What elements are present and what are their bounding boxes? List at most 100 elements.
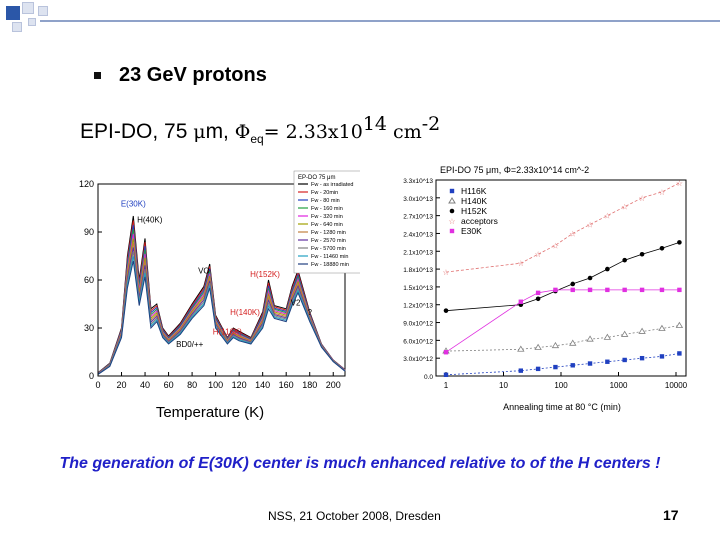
chart1-legend-label: Fw - 11460 min bbox=[311, 254, 349, 260]
chart1-annotation: V2 bbox=[291, 299, 301, 308]
chart2-point bbox=[605, 359, 610, 364]
chart2-point: ☆ bbox=[604, 212, 611, 221]
chart1-x-tick-label: 20 bbox=[117, 380, 127, 390]
chart2-point bbox=[620, 330, 629, 337]
chart2-point bbox=[659, 246, 665, 251]
bullet-text: 23 GeV protons bbox=[119, 64, 267, 86]
chart2-y-tick-label: 3.0x10^12 bbox=[403, 356, 433, 363]
chart2-point bbox=[570, 287, 575, 293]
chart2-point bbox=[622, 357, 627, 363]
chart1-annotation: H(152K) bbox=[250, 270, 280, 279]
chart1-x-tick-label: 40 bbox=[140, 380, 150, 390]
page-number: 17 bbox=[663, 507, 679, 523]
chart2-point bbox=[677, 351, 682, 356]
chart2-point bbox=[659, 287, 665, 293]
chart2-y-tick-label: 1.8x10^13 bbox=[403, 267, 433, 274]
chart1-x-tick-label: 200 bbox=[326, 380, 341, 390]
chart2-point: ☆ bbox=[442, 268, 449, 277]
chart2-title: EPI-DO 75 μm, Φ=2.33x10^14 cm^-2 bbox=[440, 165, 589, 175]
chart2-point bbox=[518, 368, 524, 373]
chart2-x-tick-label: 1 bbox=[444, 381, 449, 390]
chart2-point bbox=[551, 341, 560, 349]
chart2-point bbox=[517, 345, 525, 352]
tsc-spectra-chart: 0 20 40 60 80 100 120 140 160 180 200 0 30 60 90 120 E(… bbox=[79, 170, 360, 421]
chart2-legend-marker bbox=[449, 228, 455, 234]
chart2-point bbox=[553, 287, 558, 293]
chart2-point bbox=[587, 287, 593, 293]
chart2-y-tick-label: 0.0 bbox=[424, 374, 433, 381]
chart1-y-tick-label: 60 bbox=[84, 275, 94, 285]
chart2-point bbox=[534, 343, 542, 350]
annealing-chart: EPI-DO 75 μm, Φ=2.33x10^14 cm^-2 1 10 100 1… bbox=[403, 165, 687, 412]
decor-square bbox=[22, 2, 34, 14]
chart1-legend-label: Fw - 160 min bbox=[311, 206, 343, 212]
chart2-point bbox=[605, 266, 610, 272]
chart1-legend-label: Fw - 640 min bbox=[311, 222, 343, 228]
chart2-point bbox=[569, 339, 577, 346]
chart2-point bbox=[535, 296, 541, 302]
chart2-point bbox=[603, 333, 612, 340]
chart1-x-tick-label: 60 bbox=[164, 380, 174, 390]
chart2-legend-label: acceptors bbox=[461, 216, 498, 226]
chart2-point bbox=[675, 321, 684, 328]
chart2-point bbox=[658, 324, 666, 331]
chart2-x-tick-label: 1000 bbox=[610, 381, 628, 390]
chart2-legend-label: H140K bbox=[461, 196, 487, 206]
chart2-point bbox=[639, 251, 645, 257]
chart2-legend-label: H152K bbox=[461, 206, 487, 216]
chart2-point: ☆ bbox=[517, 259, 524, 268]
chart2-point bbox=[622, 287, 627, 293]
chart1-legend-label: Fw - 2570 min bbox=[311, 238, 346, 244]
chart2-point bbox=[639, 287, 645, 293]
decor-square bbox=[38, 6, 48, 16]
footer-text: NSS, 21 October 2008, Dresden bbox=[268, 509, 441, 523]
chart1-legend-label: Fw - 18880 min bbox=[311, 262, 349, 268]
chart2-legend-marker: ☆ bbox=[448, 217, 455, 226]
chart2-point bbox=[570, 363, 575, 368]
chart1-legend-title: EP-DO 75 μm bbox=[298, 175, 335, 181]
title-divider bbox=[40, 20, 720, 22]
chart2-point bbox=[622, 257, 627, 263]
chart2-series-line bbox=[445, 182, 680, 273]
chart2-x-tick-label: 100 bbox=[554, 381, 568, 390]
chart2-point bbox=[605, 287, 610, 293]
chart2-point: ☆ bbox=[638, 194, 645, 203]
chart2-point bbox=[677, 240, 682, 245]
chart1-x-tick-label: 0 bbox=[95, 380, 100, 390]
chart1-x-tick-label: 140 bbox=[255, 380, 270, 390]
chart2-point bbox=[535, 290, 541, 296]
chart1-y-tick-label: 120 bbox=[79, 179, 94, 189]
chart2-point bbox=[659, 354, 665, 359]
chart2-y-tick-label: 2.4x10^13 bbox=[403, 231, 433, 238]
chart1-x-axis-label: Temperature (K) bbox=[156, 404, 264, 421]
chart1-legend-label: Fw - 320 min bbox=[311, 214, 343, 220]
chart1-annotation: ? bbox=[307, 308, 312, 317]
chart2-point: ☆ bbox=[586, 221, 593, 230]
chart2-point bbox=[587, 361, 593, 366]
chart1-x-tick-label: 160 bbox=[279, 380, 294, 390]
chart2-y-tick-label: 6.0x10^12 bbox=[403, 338, 433, 345]
chart2-y-tick-label: 9.0x10^12 bbox=[403, 321, 433, 328]
chart2-x-axis-label: Annealing time at 80 °C (min) bbox=[503, 402, 621, 412]
chart2-point: ☆ bbox=[621, 203, 628, 212]
chart1-legend-label: Fw - 20min bbox=[311, 190, 338, 196]
chart1-y-tick-label: 90 bbox=[84, 227, 94, 237]
chart2-point bbox=[535, 366, 541, 372]
chart2-point bbox=[639, 355, 645, 361]
chart2-point bbox=[586, 335, 594, 342]
chart1-legend-label: Fw - 1280 min bbox=[311, 230, 346, 236]
slide-subtitle: EPI-DO, 75 μm, Φeq= 2.33x1014 cm-2 bbox=[80, 113, 441, 147]
chart2-point: ☆ bbox=[569, 229, 576, 238]
chart2-legend-marker bbox=[449, 208, 455, 214]
chart1-y-tick-label: 30 bbox=[84, 323, 94, 333]
chart2-y-tick-label: 3.0x10^13 bbox=[403, 196, 433, 203]
chart1-x-tick-label: 120 bbox=[232, 380, 247, 390]
chart1-annotation: H(40K) bbox=[137, 215, 163, 224]
chart2-point bbox=[587, 275, 593, 281]
chart2-y-tick-label: 1.5x10^13 bbox=[403, 285, 433, 292]
decor-square bbox=[28, 18, 36, 26]
chart2-x-tick-label: 10 bbox=[499, 381, 508, 390]
chart2-point bbox=[553, 364, 558, 370]
decor-square bbox=[12, 22, 22, 32]
chart1-legend-label: Fw - 80 min bbox=[311, 198, 340, 204]
